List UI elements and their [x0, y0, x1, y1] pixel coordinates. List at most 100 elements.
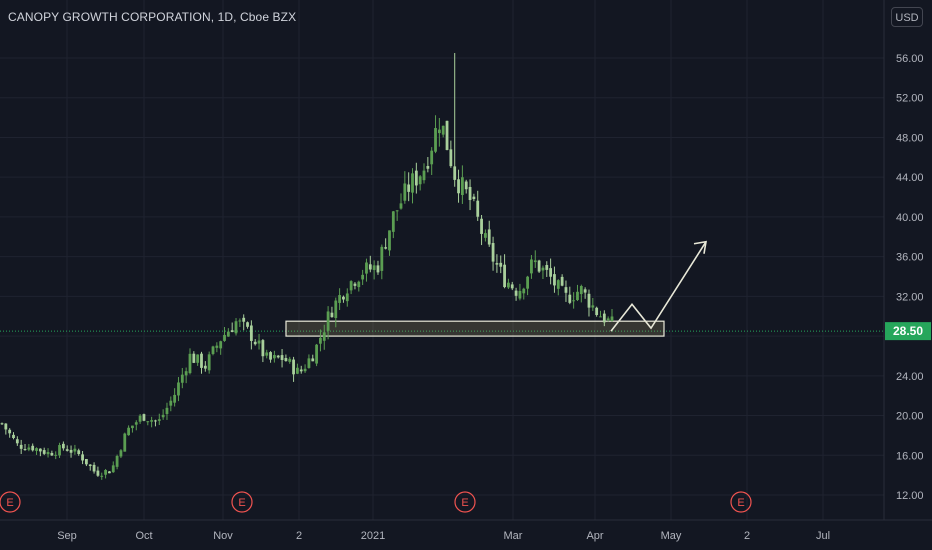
candle-body: [434, 128, 437, 152]
candle-body: [42, 450, 46, 454]
candle-body: [157, 419, 161, 421]
candle-body: [391, 211, 395, 232]
candle-body: [499, 262, 503, 267]
candle-body: [150, 420, 154, 422]
candle-body: [131, 425, 134, 429]
candle-body: [188, 353, 192, 374]
earnings-marker-label: E: [238, 497, 245, 509]
candle-body: [576, 291, 579, 301]
candle-body: [326, 311, 330, 331]
candle-body: [219, 341, 223, 349]
candle-body: [249, 325, 253, 341]
candle-body: [510, 284, 514, 289]
support-zone-rect: [285, 320, 665, 337]
candle-body: [453, 166, 457, 180]
candle-body: [35, 448, 38, 451]
candle-body: [58, 445, 61, 456]
x-tick-label: Apr: [586, 530, 603, 542]
candle-body: [111, 465, 115, 473]
candle-body: [119, 450, 123, 457]
candle-body: [77, 450, 81, 455]
candle-body: [480, 218, 483, 234]
candle-body: [192, 353, 196, 363]
candle-body: [522, 288, 526, 294]
x-tick-label: 2021: [361, 530, 385, 542]
candle-body: [8, 429, 12, 434]
candle-body: [269, 352, 272, 360]
candle-body: [296, 367, 299, 374]
candle-body: [476, 200, 480, 217]
projection-path: [610, 241, 707, 332]
candle-body: [334, 300, 338, 318]
candle-body: [200, 353, 203, 368]
candle-body: [380, 246, 384, 271]
candle-body: [138, 415, 142, 422]
y-tick-label: 52.00: [896, 93, 924, 105]
currency-button[interactable]: USD: [891, 7, 923, 27]
candle-body: [349, 281, 353, 291]
last-price-badge-bg: [885, 322, 931, 341]
y-tick-label: 36.00: [896, 252, 924, 264]
y-tick-label: 16.00: [896, 450, 924, 462]
y-tick-label: 24.00: [896, 371, 924, 383]
candle-body: [123, 433, 127, 452]
candle-body: [595, 307, 599, 316]
candle-body: [180, 374, 184, 383]
candle-body: [177, 382, 180, 396]
candle-body: [418, 176, 422, 185]
y-tick-label: 40.00: [896, 212, 924, 224]
candle-body: [31, 445, 35, 451]
candle-body: [487, 229, 491, 245]
candle-body: [272, 355, 276, 359]
time-axis[interactable]: Sep Oct Nov 2 2021 Mar Apr May 2 Jul: [57, 530, 830, 542]
candle-body: [599, 316, 602, 318]
chart-title: CANOPY GROWTH CORPORATION, 1D, Cboe BZX: [8, 10, 297, 24]
candle-body: [69, 449, 73, 453]
candle-body: [207, 354, 211, 371]
candle-body: [568, 294, 572, 303]
candle-body: [437, 129, 441, 134]
candle-body: [549, 268, 553, 277]
candle-body: [491, 242, 495, 262]
candle-body: [50, 452, 54, 456]
candle-body: [104, 470, 107, 475]
candle-body: [0, 423, 4, 425]
candle-body: [560, 276, 564, 286]
candle-body: [315, 344, 318, 364]
candle-body: [372, 265, 376, 270]
y-tick-label: 44.00: [896, 172, 924, 184]
candle-body: [526, 276, 529, 289]
candle-body: [365, 262, 368, 274]
earnings-marker-icon: [0, 491, 21, 513]
candle-body: [345, 293, 349, 302]
y-tick-label: 32.00: [896, 291, 924, 303]
candle-body: [173, 394, 177, 403]
candle-body: [407, 184, 411, 192]
candle-body: [342, 296, 345, 300]
x-tick-label: Jul: [816, 530, 830, 542]
x-tick-label: 2: [296, 530, 302, 542]
candle-body: [12, 434, 15, 439]
candle-body: [545, 265, 549, 270]
projection-drawing: [610, 240, 707, 332]
candle-body: [388, 230, 391, 251]
candle-body: [541, 267, 545, 271]
earnings-marker-label: E: [737, 497, 744, 509]
candle-body: [27, 447, 31, 450]
y-tick-label: 48.00: [896, 132, 924, 144]
candle-body: [85, 459, 88, 465]
candle-body: [284, 358, 288, 362]
earnings-marker-label: E: [461, 497, 468, 509]
earnings-marker-icon: [730, 491, 752, 513]
candle-body: [169, 400, 173, 406]
candle-body: [61, 443, 65, 449]
candle-body: [518, 290, 522, 299]
candle-body: [357, 281, 361, 288]
candles-layer: [0, 53, 614, 480]
candle-body: [564, 287, 568, 293]
candle-body: [583, 289, 587, 293]
candle-body: [73, 448, 77, 452]
